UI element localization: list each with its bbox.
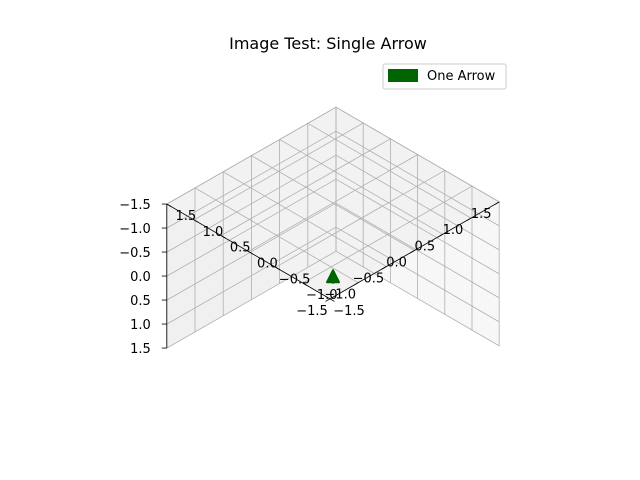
grid-line-z [166, 250, 500, 349]
x-tick-label: −0.5 [279, 272, 311, 287]
y-tick-mark [409, 250, 415, 254]
x-tick-mark [275, 266, 281, 271]
y-tick-label: 1.5 [471, 207, 492, 222]
y-tick-label: 0.0 [386, 255, 407, 270]
y-tick-label: 0.5 [414, 239, 435, 254]
x-tick-label: −1.0 [306, 288, 338, 303]
x-tick-label: 1.0 [203, 225, 224, 240]
y-tick-mark [325, 298, 331, 302]
tick-labels: −1.5−1.5−1.5−1.0−1.0−1.0−0.5 −0.5−0.50.0 0… [119, 198, 500, 357]
z-tick-label: 1.0 [130, 318, 151, 333]
z-tick-label: 0.0 [130, 270, 151, 285]
x-tick-label: −1.5 [333, 304, 365, 319]
y-tick-label: −1.0 [324, 288, 356, 303]
x-tick-mark [220, 235, 226, 239]
chart-title: Image Test: Single Arrow [229, 34, 427, 53]
z-tick-label: 0.5 [130, 294, 151, 309]
x-tick-label: 0.0 [257, 256, 278, 271]
y-tick-mark [438, 233, 444, 238]
x-tick-label: 0.5 [230, 241, 251, 256]
legend-label: One Arrow [427, 69, 496, 84]
y-tick-mark [466, 217, 472, 222]
x-tick-mark [166, 203, 172, 207]
x-tick-mark [193, 219, 199, 223]
y-tick-mark [494, 201, 500, 205]
arrow-head [326, 269, 340, 284]
grid-lines [166, 106, 500, 349]
y-tick-label: −1.5 [296, 304, 328, 319]
z-tick-label: −0.5 [119, 246, 151, 261]
x-tick-mark [248, 251, 254, 255]
x-tick-mark [302, 282, 308, 286]
y-tick-mark [381, 266, 387, 270]
y-tick-label: 1.0 [443, 223, 464, 238]
arrow-mark [326, 269, 340, 284]
z-tick-label: 1.5 [130, 342, 151, 357]
z-tick-label: −1.0 [119, 222, 151, 237]
legend: One Arrow [382, 63, 507, 90]
grid-line-y [335, 106, 500, 252]
z-tick-label: −1.5 [119, 198, 151, 213]
y-tick-mark [353, 282, 359, 286]
x-tick-label: 1.5 [175, 209, 196, 224]
arrow-marks [326, 269, 340, 284]
y-tick-label: −0.5 [353, 272, 385, 287]
x-tick-mark [329, 298, 335, 302]
legend-swatch [388, 69, 418, 82]
